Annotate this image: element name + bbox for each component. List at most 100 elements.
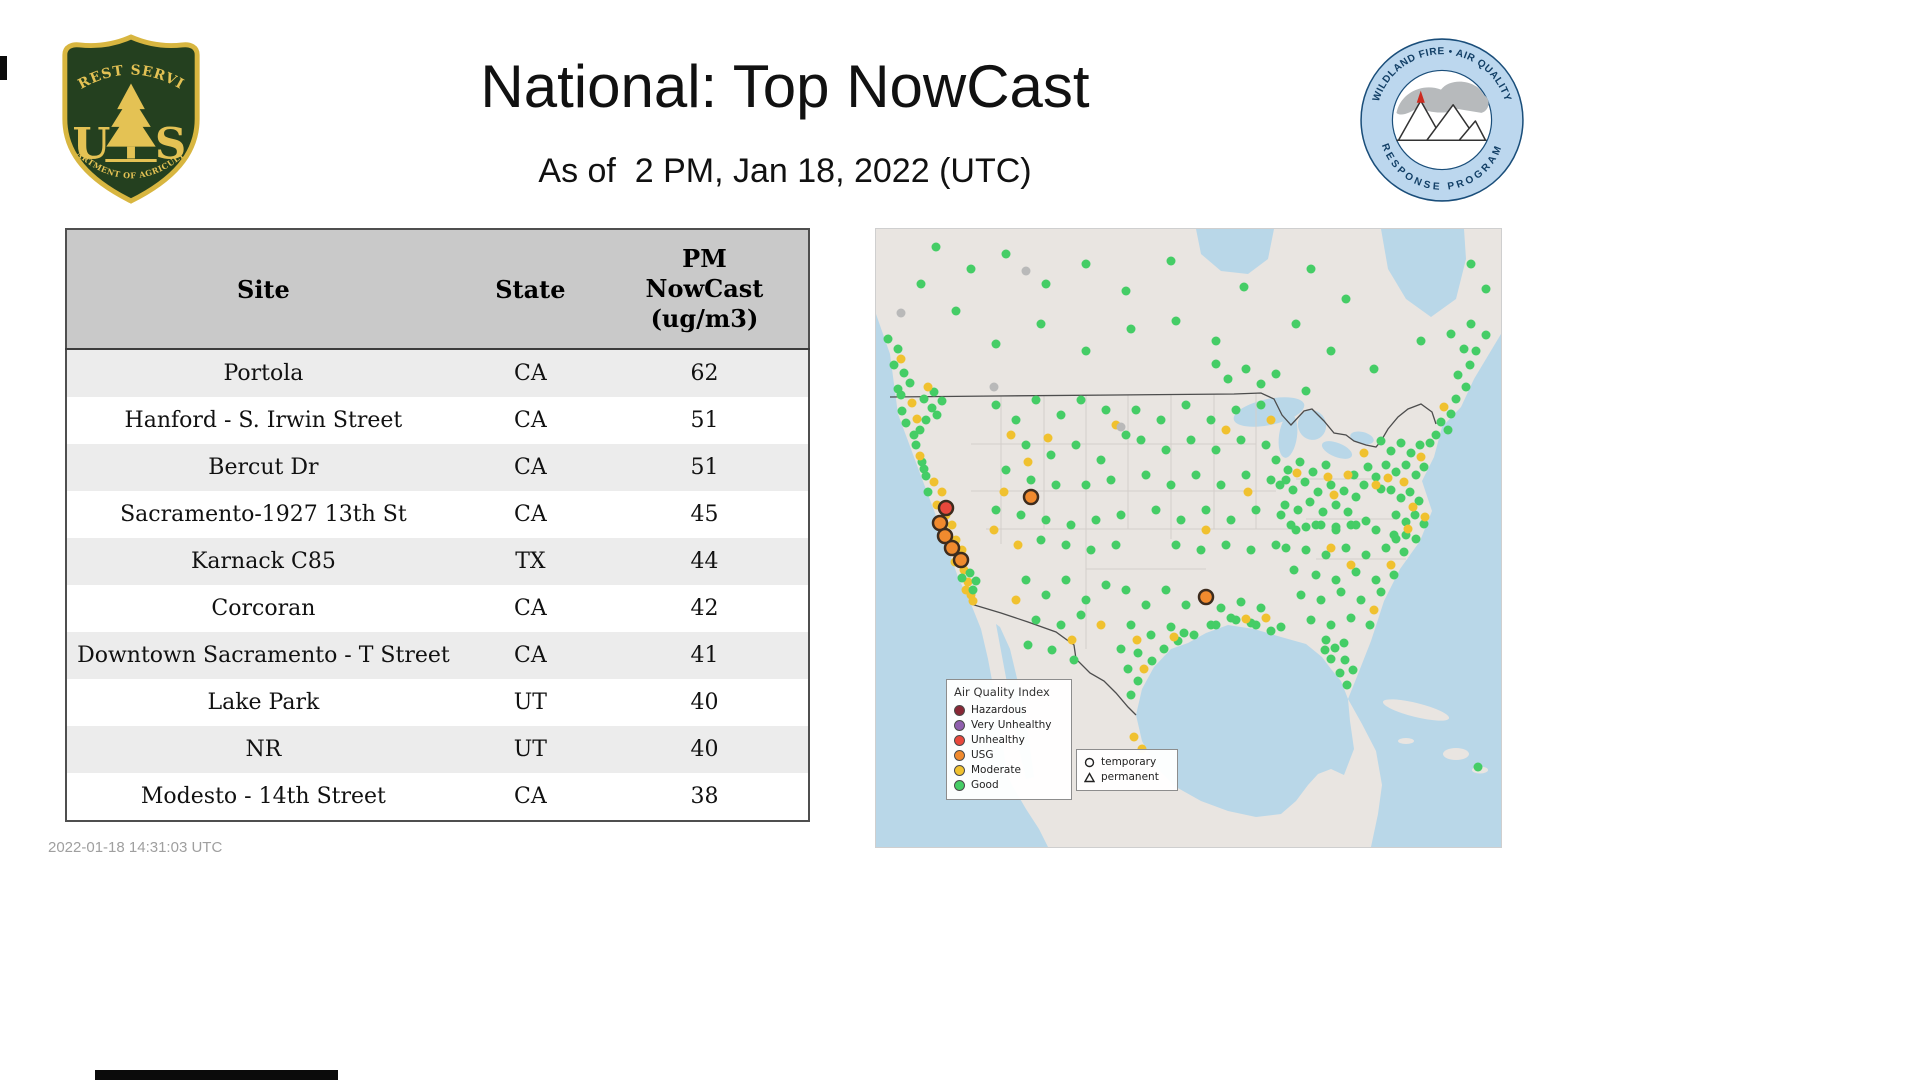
station-dot	[1288, 485, 1298, 495]
station-dot	[1206, 415, 1216, 425]
station-dot	[1271, 455, 1281, 465]
station-dot	[1023, 457, 1033, 467]
station-dot	[1179, 628, 1189, 638]
station-dot	[919, 464, 929, 474]
station-dot	[1133, 648, 1143, 658]
station-dot	[1342, 680, 1352, 690]
station-dot	[1001, 249, 1011, 259]
station-dot	[1340, 655, 1350, 665]
station-dot	[1321, 460, 1331, 470]
station-dot	[1381, 543, 1391, 553]
station-dot	[1096, 455, 1106, 465]
state-cell: CA	[514, 643, 547, 668]
station-dot	[1061, 540, 1071, 550]
station-dot	[1031, 395, 1041, 405]
station-dot	[1335, 668, 1345, 678]
station-dot	[1226, 515, 1236, 525]
station-dot	[1371, 472, 1381, 482]
aqi-category-label: Hazardous	[971, 704, 1027, 716]
aqi-legend-row: Moderate	[954, 763, 1064, 778]
station-dot	[1251, 505, 1261, 515]
station-dot	[921, 471, 931, 481]
station-dot	[1399, 547, 1409, 557]
station-dot	[1399, 477, 1409, 487]
station-dot	[1271, 540, 1281, 550]
station-dot	[1156, 415, 1166, 425]
station-dot	[1401, 517, 1411, 527]
station-dot	[1391, 467, 1401, 477]
aqi-category-label: Good	[971, 779, 999, 791]
station-dot	[915, 451, 925, 461]
station-dot	[1046, 450, 1056, 460]
station-dot	[1131, 405, 1141, 415]
forest-service-logo: FOREST SERVICE U S DEPARTMENT OF AGRICUL…	[52, 32, 200, 204]
station-dot	[1129, 732, 1139, 742]
station-dot	[937, 487, 947, 497]
station-dot	[1181, 400, 1191, 410]
station-dot	[1465, 360, 1475, 370]
aqi-category-label: Moderate	[971, 764, 1021, 776]
site-cell: Lake Park	[207, 690, 320, 715]
station-dot	[1271, 369, 1281, 379]
top-site-dot	[937, 499, 955, 517]
station-dot	[1326, 654, 1336, 664]
temporary-circle-icon	[1084, 757, 1095, 768]
station-dot	[1446, 329, 1456, 339]
station-dot	[1341, 294, 1351, 304]
station-dot	[1159, 644, 1169, 654]
station-dot	[1121, 430, 1131, 440]
station-dot	[1343, 470, 1353, 480]
station-dot	[1116, 422, 1126, 432]
station-dot	[921, 415, 931, 425]
station-dot	[968, 596, 978, 606]
station-dot	[1443, 425, 1453, 435]
station-dot	[1056, 620, 1066, 630]
value-cell: 40	[690, 737, 719, 762]
generation-timestamp: 2022-01-18 14:31:03 UTC	[48, 839, 223, 856]
station-dot	[1326, 620, 1336, 630]
table-row: Hanford - S. Irwin Street CA 51	[66, 397, 809, 444]
station-dot	[1211, 445, 1221, 455]
station-dot	[965, 568, 975, 578]
station-dot	[916, 279, 926, 289]
station-dot	[1201, 505, 1211, 515]
station-dot	[909, 430, 919, 440]
atlantic-ocean	[1348, 334, 1501, 847]
station-dot	[1101, 405, 1111, 415]
aqi-color-swatch	[954, 780, 965, 791]
mountains-icon	[1396, 100, 1487, 141]
station-dot	[1301, 522, 1311, 532]
station-dot	[1289, 565, 1299, 575]
legend-row-temporary: temporary	[1084, 755, 1170, 770]
station-dot	[896, 390, 906, 400]
aqi-legend-row: Hazardous	[954, 703, 1064, 718]
aqi-legend-row: USG	[954, 748, 1064, 763]
station-dot	[1446, 409, 1456, 419]
cuba	[1382, 699, 1450, 721]
station-dot	[1241, 614, 1251, 624]
station-dot	[911, 440, 921, 450]
station-dot	[1439, 402, 1449, 412]
screen-artifact-edge	[0, 56, 7, 80]
station-dot	[1086, 545, 1096, 555]
station-dot	[1239, 282, 1249, 292]
station-dot	[1293, 505, 1303, 515]
station-dot	[1391, 510, 1401, 520]
station-dot	[1408, 502, 1418, 512]
station-dot	[1226, 613, 1236, 623]
station-dot	[1121, 585, 1131, 595]
state-cell: CA	[514, 361, 547, 386]
station-dot	[1067, 635, 1077, 645]
station-dot	[1416, 452, 1426, 462]
station-dot	[1292, 468, 1302, 478]
station-dot	[1021, 440, 1031, 450]
station-dot	[1481, 330, 1491, 340]
site-cell: Hanford - S. Irwin Street	[124, 408, 403, 433]
value-cell: 51	[690, 455, 719, 480]
station-dot	[1331, 575, 1341, 585]
station-dot	[1330, 643, 1340, 653]
station-dot	[1126, 690, 1136, 700]
station-dot	[1106, 475, 1116, 485]
station-dot	[1386, 485, 1396, 495]
station-dot	[1211, 359, 1221, 369]
